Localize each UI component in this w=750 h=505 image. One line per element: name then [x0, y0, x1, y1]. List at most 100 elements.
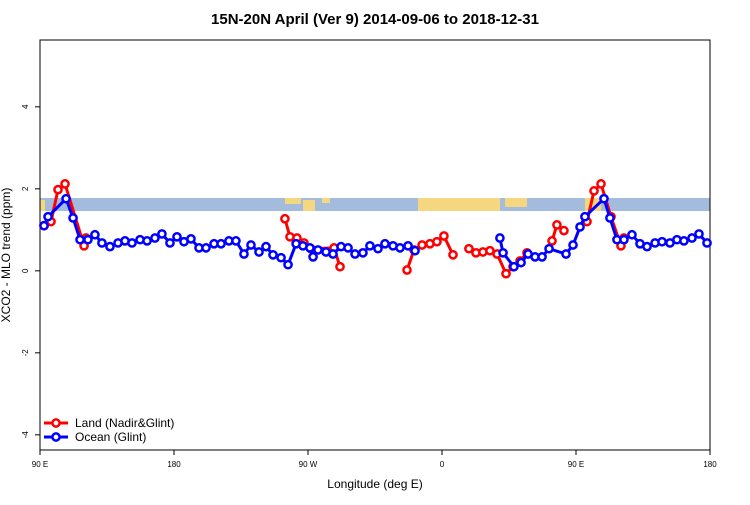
y-tick-label: 4 [21, 104, 30, 109]
data-point [97, 238, 107, 248]
data-point [568, 240, 578, 250]
data-point [501, 268, 511, 279]
data-point [157, 229, 167, 239]
data-point [509, 261, 519, 272]
data-point [305, 243, 315, 253]
map-strip [40, 198, 710, 211]
data-point [268, 249, 278, 260]
data-point [53, 184, 63, 195]
data-point [142, 236, 152, 246]
data-point [687, 233, 697, 243]
data-point [83, 234, 93, 245]
data-point [380, 238, 390, 249]
x-tick-label: 0 [440, 460, 445, 469]
data-point [239, 249, 249, 259]
data-point [537, 252, 547, 262]
data-point [702, 238, 712, 248]
data-point [544, 243, 554, 254]
data-point [627, 229, 637, 240]
data-point [90, 229, 100, 240]
x-axis-label: Longitude (deg E) [327, 477, 422, 491]
data-point [350, 249, 360, 259]
data-point [694, 229, 704, 239]
data-point [150, 233, 160, 243]
data-point [165, 238, 175, 248]
data-point [679, 236, 689, 246]
data-point [231, 236, 241, 246]
data-point [599, 193, 609, 204]
y-tick-label: -4 [21, 431, 30, 439]
x-tick-label: 180 [703, 460, 717, 469]
data-point [402, 265, 412, 275]
data-point [448, 249, 458, 260]
y-tick-label: 0 [21, 268, 30, 273]
data-point [328, 249, 338, 259]
data-point [246, 240, 256, 250]
data-point [280, 213, 290, 224]
data-point [343, 243, 353, 253]
data-point [60, 179, 70, 189]
data-point [68, 213, 78, 223]
x-tick-label: 90 E [32, 460, 48, 469]
data-point [39, 220, 49, 231]
data-point [365, 240, 375, 251]
data-point [498, 247, 508, 258]
y-tick-label: -2 [21, 349, 30, 357]
data-point [403, 240, 413, 251]
legend-label: Ocean (Glint) [75, 430, 146, 444]
y-axis-label: XCO2 - MLO trend (ppm) [0, 188, 13, 323]
land-patch [418, 198, 500, 211]
land-patch [285, 198, 301, 204]
data-point [575, 222, 585, 232]
data-point [657, 236, 667, 247]
data-point [642, 241, 652, 252]
data-point [75, 234, 85, 245]
chart-title: 15N-20N April (Ver 9) 2014-09-06 to 2018… [211, 11, 539, 28]
x-tick-label: 90 E [568, 460, 584, 469]
data-point [127, 238, 137, 248]
data-point [254, 247, 264, 257]
data-point [261, 241, 271, 252]
land-patch [40, 200, 45, 211]
legend-marker [51, 432, 61, 442]
data-point [464, 243, 474, 254]
data-point [276, 252, 286, 263]
land-patch [303, 200, 315, 211]
data-point [395, 243, 405, 253]
legend-label: Land (Nadir&Glint) [75, 416, 174, 430]
data-point [561, 249, 571, 259]
data-point [358, 247, 368, 258]
data-point [516, 257, 526, 268]
legend-marker [51, 418, 61, 428]
data-point [559, 225, 569, 236]
data-point [308, 252, 318, 262]
data-point [495, 233, 505, 243]
data-point [283, 259, 293, 270]
data-point [216, 238, 226, 249]
land-patch [322, 198, 330, 203]
data-point [439, 231, 449, 241]
data-point [417, 240, 427, 250]
ocean-strip [40, 198, 710, 211]
data-point [552, 220, 562, 230]
data-point [605, 213, 615, 223]
data-point [410, 245, 420, 256]
data-point [61, 193, 71, 204]
data-point [172, 231, 182, 242]
data-point [547, 236, 557, 246]
land-patch [505, 198, 527, 207]
x-tick-label: 90 W [299, 460, 318, 469]
data-point [186, 234, 196, 244]
data-point [43, 211, 53, 222]
data-point [580, 211, 590, 222]
x-tick-label: 180 [167, 460, 181, 469]
data-point [589, 186, 599, 196]
legend [41, 412, 183, 449]
data-point [619, 234, 629, 245]
data-point [335, 261, 345, 272]
data-point [373, 243, 383, 254]
data-point [432, 236, 442, 247]
data-point [201, 243, 211, 253]
